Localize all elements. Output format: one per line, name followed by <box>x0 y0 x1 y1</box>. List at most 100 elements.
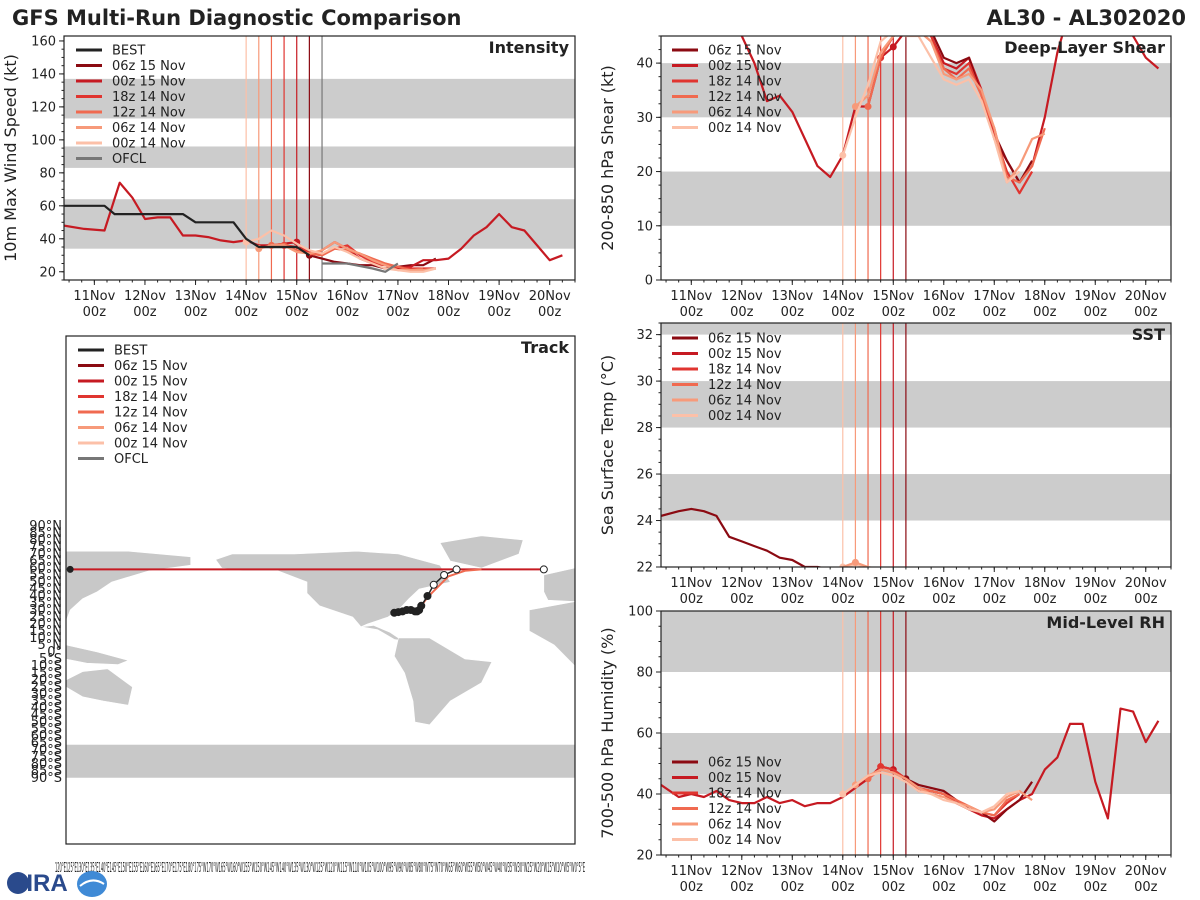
track-point-9 <box>423 592 432 600</box>
track-lat-label-35: 85°S <box>31 764 62 779</box>
track-lat-label-2: 80°N <box>29 533 62 548</box>
rh-ylabel: 700-500 hPa Humidity (%) <box>598 627 617 838</box>
shear-xtick-4: 15Nov <box>872 289 914 304</box>
intensity-xtick-1: 12Nov <box>124 289 166 304</box>
track-lat-label-7: 55°N <box>29 568 62 583</box>
rh-series-0 <box>661 707 1160 820</box>
land-mass-8 <box>529 601 575 667</box>
shear-xtick-8: 19Nov <box>1074 289 1116 304</box>
rh-ytick-2: 60 <box>636 727 653 742</box>
track-lat-label-13: 25°N <box>29 610 62 625</box>
shear-xtick-5: 16Nov <box>923 289 965 304</box>
shear-legend-item-3: 12z 14 Nov <box>708 90 782 105</box>
shear-marker-1 <box>902 27 909 34</box>
track-lat-label-31: 65°S <box>31 736 62 751</box>
shear-ytick-1: 10 <box>636 219 653 234</box>
intensity-xtick-7: 18Nov <box>428 289 470 304</box>
cira-logo: CIRA <box>7 870 107 897</box>
track-legend-item-6: 00z 14 Nov <box>114 437 188 452</box>
intensity-legend-item-0: BEST <box>112 44 145 59</box>
shear-legend-item-0: 06z 15 Nov <box>708 44 782 59</box>
shear-ytick-4: 40 <box>636 57 653 72</box>
sst-series-0 <box>661 507 824 567</box>
track-point-10 <box>429 580 438 589</box>
track-title: Track <box>521 338 569 357</box>
intensity-legend-item-4: 12z 14 Nov <box>112 106 186 121</box>
track-end-point <box>539 565 548 574</box>
shear-xtick-sub-9: 00z <box>1134 305 1158 320</box>
land-mass-2 <box>66 644 130 665</box>
track-lat-label-9: 45°N <box>29 582 62 597</box>
sst-legend-item-2: 18z 14 Nov <box>708 363 782 378</box>
shear-xtick-1: 12Nov <box>721 289 763 304</box>
intensity-series-2 <box>283 244 436 270</box>
rh-panel: 2040608010011Nov00z12Nov00z13Nov00z14Nov… <box>598 605 1172 895</box>
intensity-legend-item-5: 06z 14 Nov <box>112 121 186 136</box>
sst-marker-2 <box>851 558 859 566</box>
rh-legend-item-4: 06z 14 Nov <box>708 818 782 833</box>
sst-legend-item-4: 06z 14 Nov <box>708 394 782 409</box>
intensity-frame <box>63 35 576 281</box>
shear-ylabel: 200-850 hPa Shear (kt) <box>598 65 617 251</box>
track-lat-label-34: 80°S <box>31 757 62 772</box>
sst-xtick-sub-5: 00z <box>932 592 956 607</box>
shear-xtick-sub-5: 00z <box>932 305 956 320</box>
rh-title: Mid-Level RH <box>1046 613 1165 632</box>
intensity-legend-item-3: 18z 14 Nov <box>112 90 186 105</box>
land-mass-7 <box>543 567 575 602</box>
rh-xtick-sub-1: 00z <box>730 880 754 895</box>
track-panel: Track90°N85°N80°N75°N70°N65°N60°N55°N50°… <box>29 335 585 876</box>
sst-xtick-7: 18Nov <box>1024 576 1066 591</box>
track-legend-item-4: 12z 14 Nov <box>114 406 188 421</box>
track-lat-label-17: 5°N <box>38 638 63 653</box>
track-lat-label-3: 75°N <box>29 540 62 555</box>
shear-legend-item-5: 00z 14 Nov <box>708 121 782 136</box>
intensity-xtick-sub-7: 00z <box>437 305 461 320</box>
track-point-11 <box>440 571 449 579</box>
intensity-ytick-7: 160 <box>31 34 56 49</box>
shear-band-0 <box>661 171 1171 226</box>
sst-xtick-sub-2: 00z <box>781 592 805 607</box>
intensity-ytick-1: 40 <box>39 232 56 247</box>
track-legend-item-0: BEST <box>114 344 147 359</box>
intensity-xtick-0: 11Nov <box>73 289 115 304</box>
track-point-8 <box>417 601 426 610</box>
track-lat-label-4: 70°N <box>29 547 62 562</box>
shear-series-0 <box>740 36 1160 184</box>
sst-xtick-6: 17Nov <box>973 576 1015 591</box>
track-lat-label-16: 10°N <box>29 631 62 646</box>
sst-xtick-5: 16Nov <box>923 576 965 591</box>
shear-xtick-sub-7: 00z <box>1033 305 1057 320</box>
track-lon-labels: 120°E125°E130°E135°E140°E145°E150°E155°E… <box>55 861 585 876</box>
land-mass-6 <box>439 535 524 569</box>
track-lat-label-26: 40°S <box>31 701 62 716</box>
track-legend-item-3: 18z 14 Nov <box>114 390 188 405</box>
intensity-legend-item-2: 00z 15 Nov <box>112 75 186 90</box>
track-point-12 <box>452 565 461 574</box>
rh-legend-item-1: 00z 15 Nov <box>708 771 782 786</box>
track-legend-item-5: 06z 14 Nov <box>114 421 188 436</box>
shear-xtick-9: 20Nov <box>1125 289 1167 304</box>
shear-legend-item-4: 06z 14 Nov <box>708 106 782 121</box>
rh-ytick-0: 20 <box>636 849 653 864</box>
rh-xtick-5: 16Nov <box>923 864 965 879</box>
track-legend-item-7: OFCL <box>114 452 149 467</box>
rh-xtick-0: 11Nov <box>670 864 712 879</box>
shear-legend-item-2: 18z 14 Nov <box>708 75 782 90</box>
sst-legend-item-1: 00z 15 Nov <box>708 347 782 362</box>
rh-xtick-sub-6: 00z <box>983 880 1007 895</box>
shear-band-1 <box>661 63 1171 118</box>
land-mass-3 <box>215 550 451 628</box>
shear-ytick-0: 0 <box>645 274 653 289</box>
sst-panel: 22242628303211Nov00z12Nov00z13Nov00z14No… <box>598 322 1172 607</box>
shear-ytick-3: 30 <box>636 111 653 126</box>
intensity-legend-item-6: 00z 14 Nov <box>112 137 186 152</box>
cira-logo-mark <box>7 872 29 894</box>
land-mass-1 <box>66 668 133 706</box>
track-lat-label-28: 50°S <box>31 715 62 730</box>
intensity-ytick-0: 20 <box>39 265 56 280</box>
shear-series-4 <box>854 36 1046 184</box>
intensity-band-0 <box>64 199 575 249</box>
shear-xtick-sub-1: 00z <box>730 305 754 320</box>
